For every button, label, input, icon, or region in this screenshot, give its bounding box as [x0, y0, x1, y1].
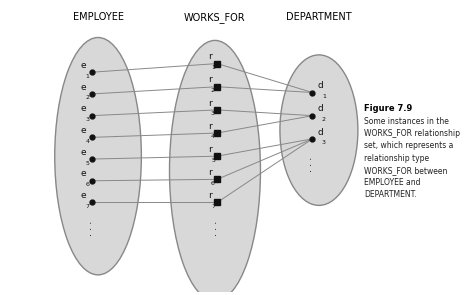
Text: r: r: [208, 122, 212, 131]
Ellipse shape: [55, 37, 141, 275]
Text: 2: 2: [211, 88, 215, 93]
Text: 2: 2: [322, 117, 326, 122]
Text: 5: 5: [85, 160, 90, 165]
Text: 4: 4: [211, 135, 215, 140]
Text: e: e: [81, 126, 86, 135]
Text: 7: 7: [211, 204, 215, 209]
Text: · · ·: · · ·: [308, 157, 318, 173]
Text: 5: 5: [211, 158, 215, 163]
Text: e: e: [81, 148, 86, 157]
Text: Figure 7.9: Figure 7.9: [365, 104, 413, 113]
Text: Some instances in the: Some instances in the: [365, 117, 449, 126]
Text: r: r: [208, 52, 212, 61]
Text: 1: 1: [85, 74, 90, 79]
Text: r: r: [208, 191, 212, 200]
Text: · · ·: · · ·: [87, 221, 97, 236]
Text: e: e: [81, 104, 86, 113]
Text: 2: 2: [85, 95, 90, 100]
Text: WORKS_FOR: WORKS_FOR: [184, 12, 246, 23]
Ellipse shape: [280, 55, 358, 205]
Text: 4: 4: [85, 139, 90, 144]
Text: d: d: [318, 81, 323, 90]
Text: d: d: [318, 127, 323, 137]
Text: d: d: [318, 104, 323, 113]
Text: relationship type: relationship type: [365, 154, 429, 163]
Text: 3: 3: [85, 117, 90, 122]
Text: · · ·: · · ·: [212, 221, 222, 236]
Text: r: r: [208, 99, 212, 108]
Text: EMPLOYEE and: EMPLOYEE and: [365, 178, 421, 187]
Text: WORKS_FOR relationship: WORKS_FOR relationship: [365, 129, 460, 138]
Text: 7: 7: [85, 204, 90, 209]
Text: 6: 6: [85, 182, 90, 187]
Text: EMPLOYEE: EMPLOYEE: [73, 12, 124, 22]
Text: 1: 1: [211, 65, 215, 70]
Text: e: e: [81, 169, 86, 178]
Text: r: r: [208, 145, 212, 154]
Text: e: e: [81, 61, 86, 70]
Text: DEPARTMENT: DEPARTMENT: [286, 12, 352, 22]
Ellipse shape: [170, 40, 260, 295]
Text: set, which represents a: set, which represents a: [365, 141, 454, 150]
Text: DEPARTMENT.: DEPARTMENT.: [365, 190, 417, 199]
Text: 1: 1: [322, 94, 326, 99]
Text: r: r: [208, 168, 212, 177]
Text: 6: 6: [211, 181, 215, 186]
Text: WORKS_FOR between: WORKS_FOR between: [365, 166, 448, 175]
Text: 3: 3: [211, 111, 215, 116]
Text: e: e: [81, 191, 86, 200]
Text: e: e: [81, 83, 86, 92]
Text: r: r: [208, 76, 212, 84]
Text: 3: 3: [322, 140, 326, 145]
